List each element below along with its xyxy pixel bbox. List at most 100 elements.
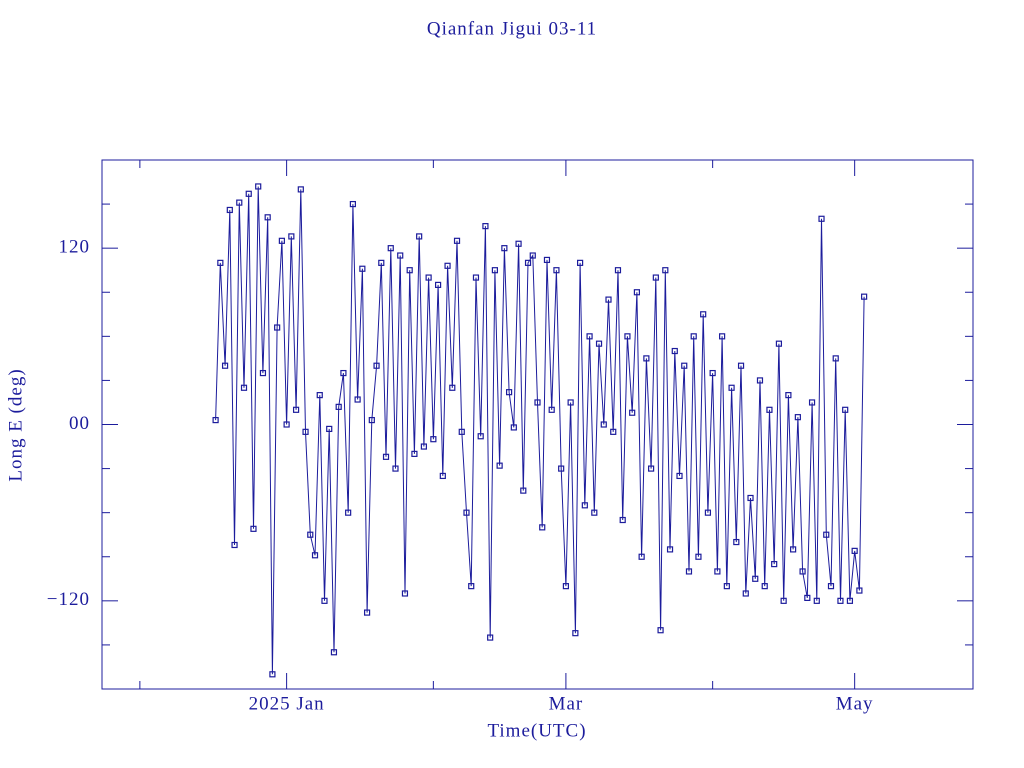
point (458, 428, 465, 435)
point (614, 267, 622, 274)
point (733, 538, 740, 546)
point (345, 509, 352, 516)
point (330, 649, 338, 656)
point (676, 472, 683, 480)
point (278, 237, 285, 244)
point (600, 421, 607, 428)
point (780, 597, 787, 604)
point (723, 583, 730, 590)
y-tick-label: −120 (47, 589, 90, 610)
point (387, 245, 394, 252)
point (529, 252, 536, 259)
point (577, 259, 584, 266)
point (747, 494, 754, 502)
point (250, 525, 257, 532)
point (539, 524, 546, 531)
point (666, 546, 674, 553)
point (472, 274, 480, 281)
series-line (215, 186, 865, 675)
point (605, 296, 612, 303)
point (297, 186, 304, 193)
point (416, 233, 423, 240)
point (704, 509, 712, 516)
x-tick-label: May (836, 693, 874, 714)
point (316, 392, 323, 399)
point (434, 281, 442, 289)
x-tick-label: 2025 Jan (249, 693, 325, 714)
point (302, 428, 309, 435)
point (832, 355, 839, 362)
y-tick-label: 00 (69, 413, 90, 434)
point (785, 392, 792, 399)
y-axis-label: Long E (deg) (5, 368, 26, 481)
point (823, 531, 830, 538)
point (752, 575, 759, 582)
point (700, 311, 707, 318)
point (856, 587, 863, 594)
point (794, 414, 801, 421)
point (851, 547, 858, 554)
point (643, 355, 650, 362)
point (378, 259, 385, 266)
point (690, 333, 697, 340)
point (401, 590, 409, 597)
point (477, 433, 484, 440)
plot-area (212, 183, 868, 678)
point (321, 597, 328, 604)
point (581, 502, 588, 509)
point (595, 340, 603, 347)
y-tick-label: 120 (59, 237, 91, 258)
point (567, 399, 574, 406)
point (790, 546, 797, 553)
point (217, 259, 224, 266)
point (543, 256, 551, 264)
point (368, 416, 375, 424)
point (842, 406, 849, 413)
point (685, 568, 693, 575)
point (638, 553, 645, 560)
point (737, 362, 745, 369)
point (742, 590, 749, 597)
point (245, 190, 252, 197)
point (633, 289, 641, 296)
point (449, 384, 456, 391)
point (411, 450, 418, 457)
point (766, 406, 773, 413)
point (307, 531, 314, 538)
point (255, 183, 262, 190)
point (406, 267, 413, 274)
point (231, 541, 238, 549)
point (212, 416, 219, 424)
point (453, 237, 461, 244)
point (562, 583, 570, 590)
point (439, 472, 446, 480)
point (226, 206, 233, 214)
point (804, 594, 811, 601)
point (719, 333, 726, 340)
point (761, 583, 768, 590)
point (671, 347, 678, 355)
point (505, 389, 513, 396)
point (354, 396, 361, 403)
point (491, 267, 498, 274)
point (728, 384, 735, 391)
point (510, 424, 517, 431)
point (813, 597, 820, 604)
point (714, 568, 721, 575)
point (221, 362, 229, 369)
point (482, 223, 489, 230)
point (846, 597, 854, 604)
point (524, 259, 532, 266)
point (397, 252, 404, 259)
point (359, 265, 366, 272)
point (335, 403, 342, 410)
point (837, 597, 844, 604)
point (586, 333, 593, 340)
point (610, 428, 617, 435)
point (326, 425, 333, 433)
point (629, 409, 636, 416)
point (382, 453, 390, 460)
point (534, 399, 541, 406)
point (553, 267, 560, 274)
